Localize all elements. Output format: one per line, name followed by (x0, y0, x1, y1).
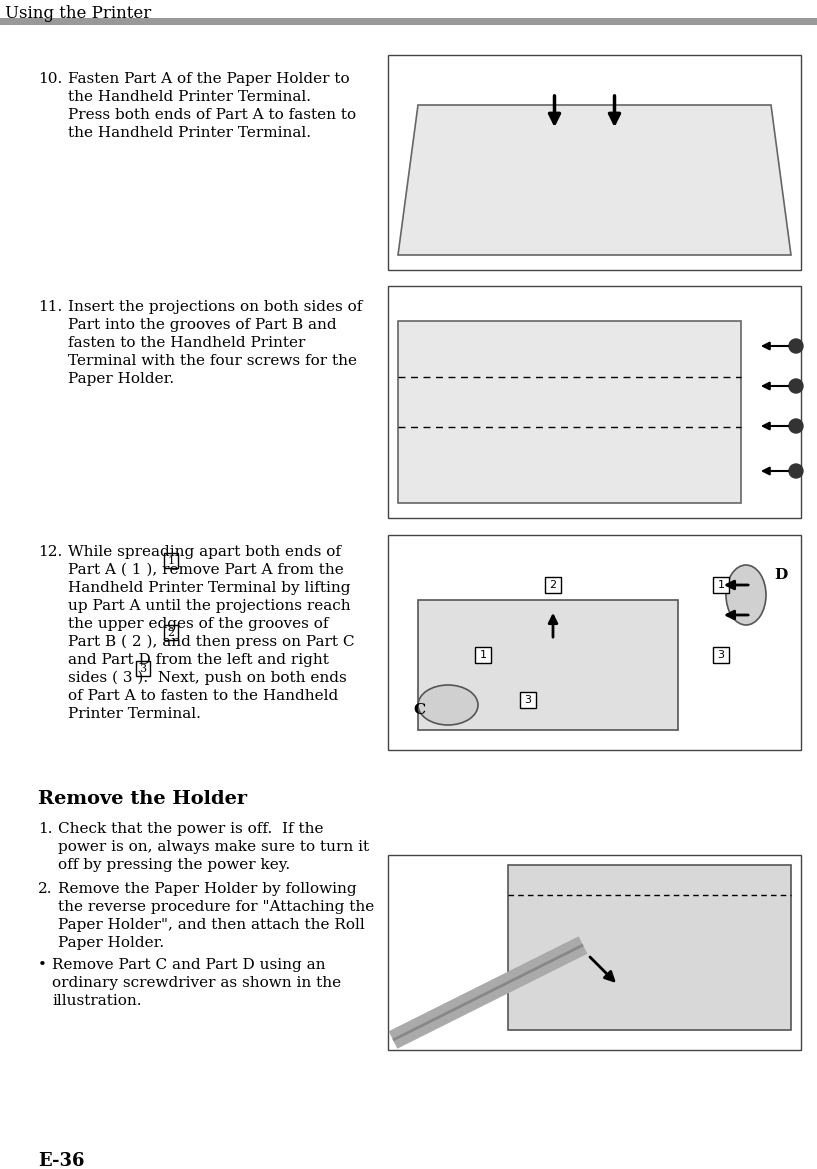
Polygon shape (398, 321, 741, 503)
Bar (388, 286, 801, 518)
Text: Insert the projections on both sides of: Insert the projections on both sides of (68, 300, 363, 314)
Text: 2.: 2. (38, 881, 52, 895)
Text: Paper Holder", and then attach the Roll: Paper Holder", and then attach the Roll (58, 918, 364, 932)
Text: the Handheld Printer Terminal.: the Handheld Printer Terminal. (68, 90, 311, 104)
Bar (508, 865, 791, 1030)
Circle shape (789, 464, 803, 478)
Text: 10.: 10. (38, 72, 62, 87)
Text: Using the Printer: Using the Printer (5, 5, 151, 22)
Text: 1.: 1. (38, 822, 52, 836)
Text: up Part A until the projections reach: up Part A until the projections reach (68, 599, 350, 613)
Text: 3: 3 (717, 650, 725, 660)
Text: Press both ends of Part A to fasten to: Press both ends of Part A to fasten to (68, 108, 356, 122)
Text: 2: 2 (167, 628, 175, 638)
Text: the upper edges of the grooves of: the upper edges of the grooves of (68, 617, 328, 631)
Text: the Handheld Printer Terminal.: the Handheld Printer Terminal. (68, 126, 311, 140)
Text: 1: 1 (480, 650, 486, 660)
Text: Check that the power is off.  If the: Check that the power is off. If the (58, 822, 324, 836)
Bar (388, 855, 801, 1050)
Text: Remove Part C and Part D using an: Remove Part C and Part D using an (52, 959, 325, 971)
Text: Handheld Printer Terminal by lifting: Handheld Printer Terminal by lifting (68, 581, 350, 595)
Ellipse shape (726, 565, 766, 625)
Text: Remove the Paper Holder by following: Remove the Paper Holder by following (58, 881, 357, 895)
Text: off by pressing the power key.: off by pressing the power key. (58, 858, 290, 872)
FancyBboxPatch shape (475, 646, 491, 663)
Text: Terminal with the four screws for the: Terminal with the four screws for the (68, 354, 357, 368)
FancyBboxPatch shape (164, 553, 178, 568)
Text: 3: 3 (140, 664, 146, 675)
Text: 2: 2 (550, 580, 556, 590)
Polygon shape (398, 105, 791, 255)
Circle shape (789, 339, 803, 353)
Text: power is on, always make sure to turn it: power is on, always make sure to turn it (58, 841, 369, 855)
FancyBboxPatch shape (520, 692, 536, 708)
Text: While spreading apart both ends of: While spreading apart both ends of (68, 545, 341, 559)
Text: Paper Holder.: Paper Holder. (58, 936, 164, 950)
Text: D: D (774, 568, 788, 582)
Text: Printer Terminal.: Printer Terminal. (68, 707, 201, 721)
Text: sides ( 3 ).  Next, push on both ends: sides ( 3 ). Next, push on both ends (68, 671, 346, 685)
FancyBboxPatch shape (713, 577, 729, 593)
Text: Part A ( 1 ), remove Part A from the: Part A ( 1 ), remove Part A from the (68, 563, 344, 577)
Text: 1: 1 (717, 580, 725, 590)
Circle shape (789, 419, 803, 433)
FancyBboxPatch shape (545, 577, 561, 593)
Text: Part into the grooves of Part B and: Part into the grooves of Part B and (68, 318, 337, 332)
Bar (388, 55, 801, 270)
Text: 3: 3 (525, 696, 532, 705)
FancyBboxPatch shape (136, 660, 150, 676)
Text: of Part A to fasten to the Handheld: of Part A to fasten to the Handheld (68, 689, 338, 703)
Text: ordinary screwdriver as shown in the: ordinary screwdriver as shown in the (52, 976, 342, 990)
Bar (388, 535, 801, 750)
Text: Fasten Part A of the Paper Holder to: Fasten Part A of the Paper Holder to (68, 72, 350, 87)
Text: •: • (38, 959, 47, 971)
Text: Remove the Holder: Remove the Holder (38, 790, 247, 808)
Text: 11.: 11. (38, 300, 62, 314)
Bar (0, 18, 817, 25)
Text: Part B ( 2 ), and then press on Part C: Part B ( 2 ), and then press on Part C (68, 635, 355, 650)
Circle shape (789, 379, 803, 393)
Text: fasten to the Handheld Printer: fasten to the Handheld Printer (68, 336, 306, 350)
Text: C: C (413, 703, 425, 717)
Text: illustration.: illustration. (52, 994, 141, 1008)
Text: 1: 1 (167, 556, 175, 566)
Ellipse shape (418, 685, 478, 725)
Text: 12.: 12. (38, 545, 62, 559)
FancyBboxPatch shape (713, 646, 729, 663)
Text: the reverse procedure for "Attaching the: the reverse procedure for "Attaching the (58, 900, 374, 914)
Text: and Part D from the left and right: and Part D from the left and right (68, 653, 329, 667)
Text: Paper Holder.: Paper Holder. (68, 372, 174, 386)
Bar (418, 600, 678, 729)
Text: E-36: E-36 (38, 1151, 84, 1169)
FancyBboxPatch shape (164, 625, 178, 639)
